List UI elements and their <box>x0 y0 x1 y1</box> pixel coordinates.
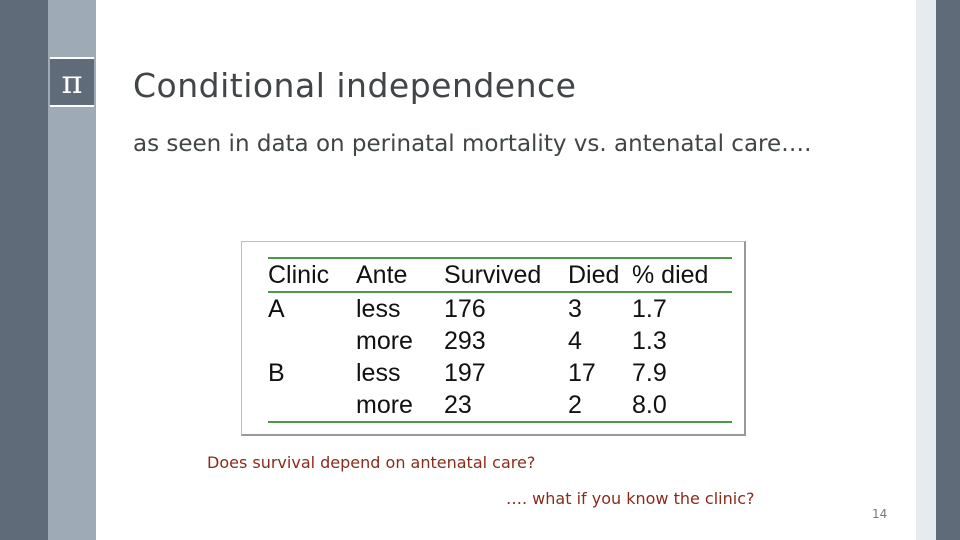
cell-survived: 23 <box>444 391 472 419</box>
mortality-table: Clinic Ante Survived Died % died A less … <box>268 257 732 423</box>
cell-clinic <box>268 389 356 422</box>
cell-percent-died: 1.3 <box>632 327 667 355</box>
table-row: B less 197 17 7.9 <box>268 357 732 389</box>
right-sidebar-dark <box>936 0 960 540</box>
cell-died: 2 <box>568 391 582 419</box>
header-percent-died: % died <box>632 261 709 289</box>
cell-ante: less <box>356 359 401 387</box>
cell-percent-died: 7.9 <box>632 359 667 387</box>
table-row: more 293 4 1.3 <box>268 325 732 357</box>
table-row: A less 176 3 1.7 <box>268 292 732 325</box>
cell-died: 4 <box>568 327 582 355</box>
cell-percent-died: 8.0 <box>632 391 667 419</box>
cell-ante: more <box>356 391 413 419</box>
cell-clinic: A <box>268 295 285 323</box>
left-sidebar-dark <box>0 0 48 540</box>
pi-symbol: π <box>61 63 83 101</box>
cell-clinic: B <box>268 359 285 387</box>
cell-percent-died: 1.7 <box>632 295 667 323</box>
header-survived: Survived <box>444 261 542 289</box>
pi-logo-icon: π <box>50 57 94 107</box>
cell-survived: 176 <box>444 295 486 323</box>
slide-subtitle: as seen in data on perinatal mortality v… <box>133 131 812 157</box>
cell-clinic <box>268 325 356 357</box>
followup-text: …. what if you know the clinic? <box>506 489 755 508</box>
slide-title: Conditional independence <box>133 66 577 105</box>
page-number: 14 <box>872 507 888 521</box>
header-ante: Ante <box>356 261 408 289</box>
cell-died: 17 <box>568 359 596 387</box>
cell-survived: 197 <box>444 359 486 387</box>
cell-survived: 293 <box>444 327 486 355</box>
table-row: more 23 2 8.0 <box>268 389 732 422</box>
table-header-row: Clinic Ante Survived Died % died <box>268 258 732 292</box>
header-died: Died <box>568 261 620 289</box>
table-image-frame: Clinic Ante Survived Died % died A less … <box>241 241 746 436</box>
cell-ante: more <box>356 327 413 355</box>
header-clinic: Clinic <box>268 261 330 289</box>
cell-ante: less <box>356 295 401 323</box>
cell-died: 3 <box>568 295 582 323</box>
question-text: Does survival depend on antenatal care? <box>207 453 536 472</box>
right-sidebar-light <box>916 0 936 540</box>
